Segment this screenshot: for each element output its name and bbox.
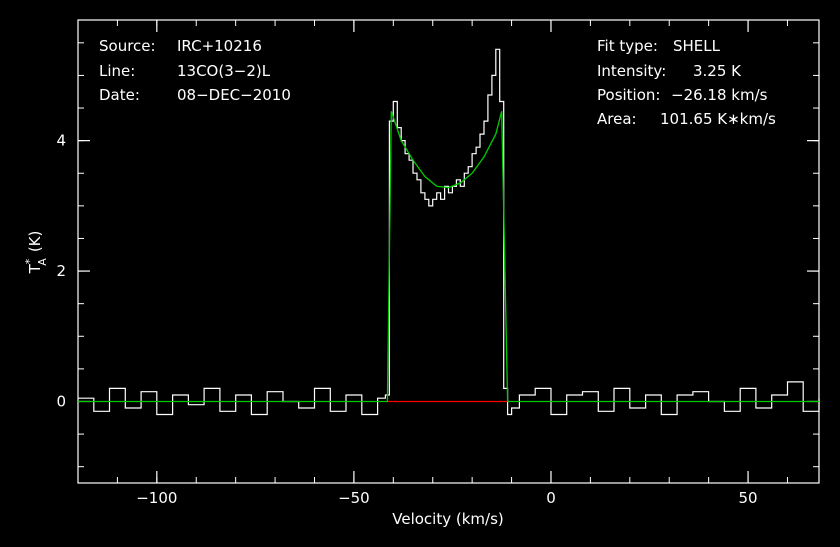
annotation-fit-type-key: Fit type: [597, 37, 658, 55]
x-tick-label: 50 [739, 489, 758, 507]
x-tick-label: 0 [546, 489, 556, 507]
svg-text:T*A(K): T*A (K) [23, 231, 49, 275]
annotation-date-value: 08−DEC−2010 [177, 86, 291, 104]
y-tick-label: 0 [56, 392, 66, 410]
y-tick-label: 2 [56, 262, 66, 280]
annotation-position-value: −26.18 km/s [671, 86, 768, 104]
annotation-line-value: 13CO(3−2)L [177, 62, 271, 80]
annotation-intensity-value: 3.25 K [693, 62, 742, 80]
tick-labels: −100 −50 0 50 0 2 4 [56, 132, 757, 507]
y-axis-label-unit: (K) [26, 231, 44, 253]
annotation-date-key: Date: [99, 86, 140, 104]
y-axis-label-main: T [26, 263, 44, 274]
y-tick-label: 4 [56, 132, 66, 150]
x-axis-label: Velocity (km/s) [392, 510, 503, 528]
annotation-source-key: Source: [99, 37, 156, 55]
series-spectrum [78, 48, 820, 416]
annotation-area-value: 101.65 K∗km/s [660, 110, 776, 128]
annotation-intensity-key: Intensity: [597, 62, 666, 80]
plot-area [78, 48, 820, 416]
annotation-block-right: Fit type: SHELL Intensity: 3.25 K Positi… [597, 37, 776, 128]
x-tick-label: −50 [338, 489, 370, 507]
annotation-line-key: Line: [99, 62, 135, 80]
annotation-fit-type-value: SHELL [673, 37, 721, 55]
annotation-block-left: Source: IRC+10216 Line: 13CO(3−2)L Date:… [99, 37, 291, 104]
annotation-source-value: IRC+10216 [177, 37, 262, 55]
y-axis-label: T*A (K) [23, 231, 49, 275]
series-fit [78, 111, 819, 403]
y-axis-label-super: * [23, 258, 36, 264]
plot-frame [77, 19, 820, 484]
annotation-area-key: Area: [597, 110, 637, 128]
x-tick-label: −100 [136, 489, 177, 507]
y-axis-label-sub: A [36, 258, 49, 266]
annotation-position-key: Position: [597, 86, 660, 104]
